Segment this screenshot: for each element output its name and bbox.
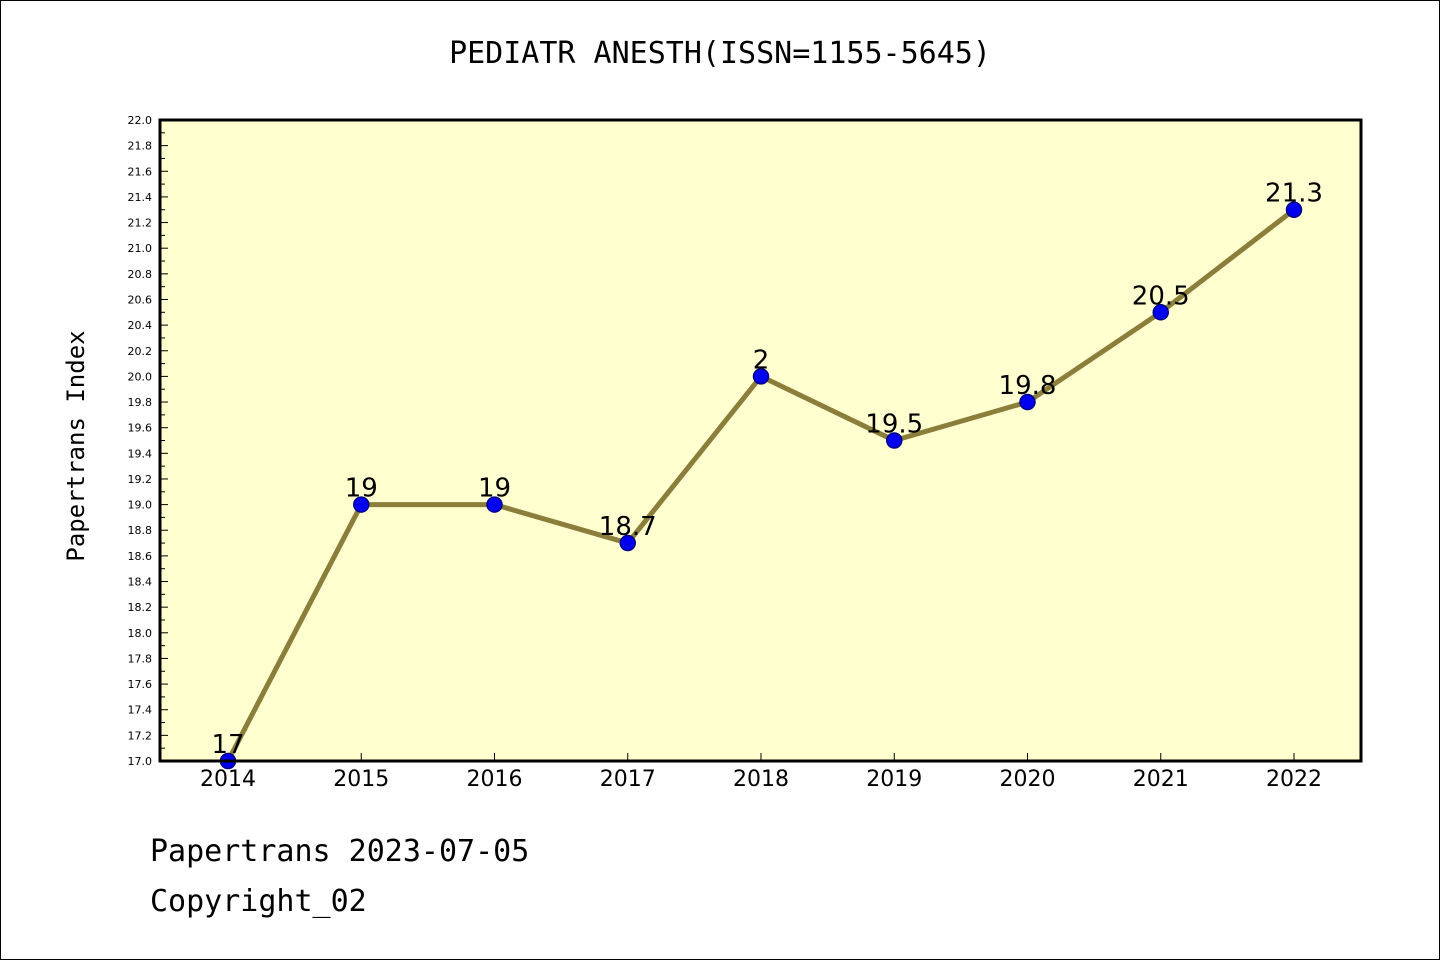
data-label: 20.5	[1132, 281, 1190, 311]
y-tick-label: 18.8	[128, 524, 153, 537]
chart-title: PEDIATR ANESTH(ISSN=1155-5645)	[449, 36, 991, 71]
data-point	[886, 432, 903, 449]
y-tick-label: 17.2	[128, 729, 153, 742]
x-tick-label: 2022	[1266, 767, 1322, 792]
data-label: 21.3	[1265, 179, 1323, 209]
y-tick-label: 19.0	[128, 499, 153, 512]
x-tick-label: 2019	[866, 767, 922, 792]
y-tick-label: 17.6	[128, 678, 153, 691]
y-tick-label: 21.0	[128, 242, 153, 255]
x-tick-label: 2014	[200, 767, 256, 792]
data-point	[1019, 393, 1036, 411]
y-tick-label: 17.8	[128, 652, 153, 665]
y-tick-label: 18.6	[128, 550, 153, 563]
footer-date-line: Papertrans 2023-07-05	[150, 834, 530, 869]
y-tick-label: 19.6	[128, 422, 153, 435]
data-label: 2	[753, 345, 770, 375]
data-point	[1285, 201, 1303, 218]
data-point	[1152, 304, 1169, 321]
y-axis-ticks: 17.0 17.2 17.4 17.6 17.8 18.0 18.2 18.4 18.6 18.8…	[128, 114, 168, 768]
x-tick-label: 2016	[467, 767, 523, 792]
y-tick-label: 20.6	[128, 293, 153, 306]
y-tick-label: 21.8	[128, 140, 153, 153]
data-point	[486, 496, 503, 513]
y-tick-label: 20.8	[128, 268, 153, 281]
y-tick-label: 20.0	[128, 370, 153, 383]
y-tick-label: 17.0	[128, 755, 153, 768]
y-tick-label: 18.4	[128, 576, 153, 589]
x-tick-label: 2020	[1000, 767, 1056, 792]
data-label: 18.7	[599, 512, 657, 542]
data-label: 19.5	[865, 410, 923, 440]
x-tick-label: 2015	[333, 767, 389, 792]
data-label: 17	[211, 730, 244, 760]
x-tick-label: 2018	[733, 767, 789, 792]
data-point	[619, 534, 636, 552]
y-tick-label: 17.4	[128, 704, 153, 717]
y-tick-label: 20.4	[128, 319, 153, 332]
data-label: 19	[345, 474, 378, 504]
y-tick-label: 19.4	[128, 447, 153, 460]
data-label: 19	[478, 474, 511, 504]
data-point	[353, 496, 370, 513]
y-tick-label: 18.0	[128, 627, 153, 640]
plot-area	[160, 120, 1361, 761]
plot-border	[158, 118, 1363, 763]
y-tick-label: 21.2	[128, 217, 153, 230]
y-tick-label: 20.2	[128, 345, 153, 358]
y-tick-label: 18.2	[128, 601, 153, 614]
y-tick-label: 19.2	[128, 473, 153, 486]
x-tick-label: 2021	[1133, 767, 1189, 792]
x-tick-label: 2017	[600, 767, 656, 792]
series-group: 17 19 19 18.7 2 19.5 19.8 20.5 21.3	[211, 179, 1323, 770]
data-label: 19.8	[999, 371, 1057, 401]
y-tick-label: 21.4	[128, 191, 153, 204]
y-tick-label: 22.0	[128, 114, 153, 127]
y-tick-label: 21.6	[128, 165, 153, 178]
x-axis-ticks: 2014 2015 2016 2017 2018 2019 2020 2021 2022	[200, 753, 1322, 792]
data-point	[752, 368, 770, 385]
footer-copyright: Copyright_02	[150, 884, 367, 919]
y-tick-label: 19.8	[128, 396, 153, 409]
